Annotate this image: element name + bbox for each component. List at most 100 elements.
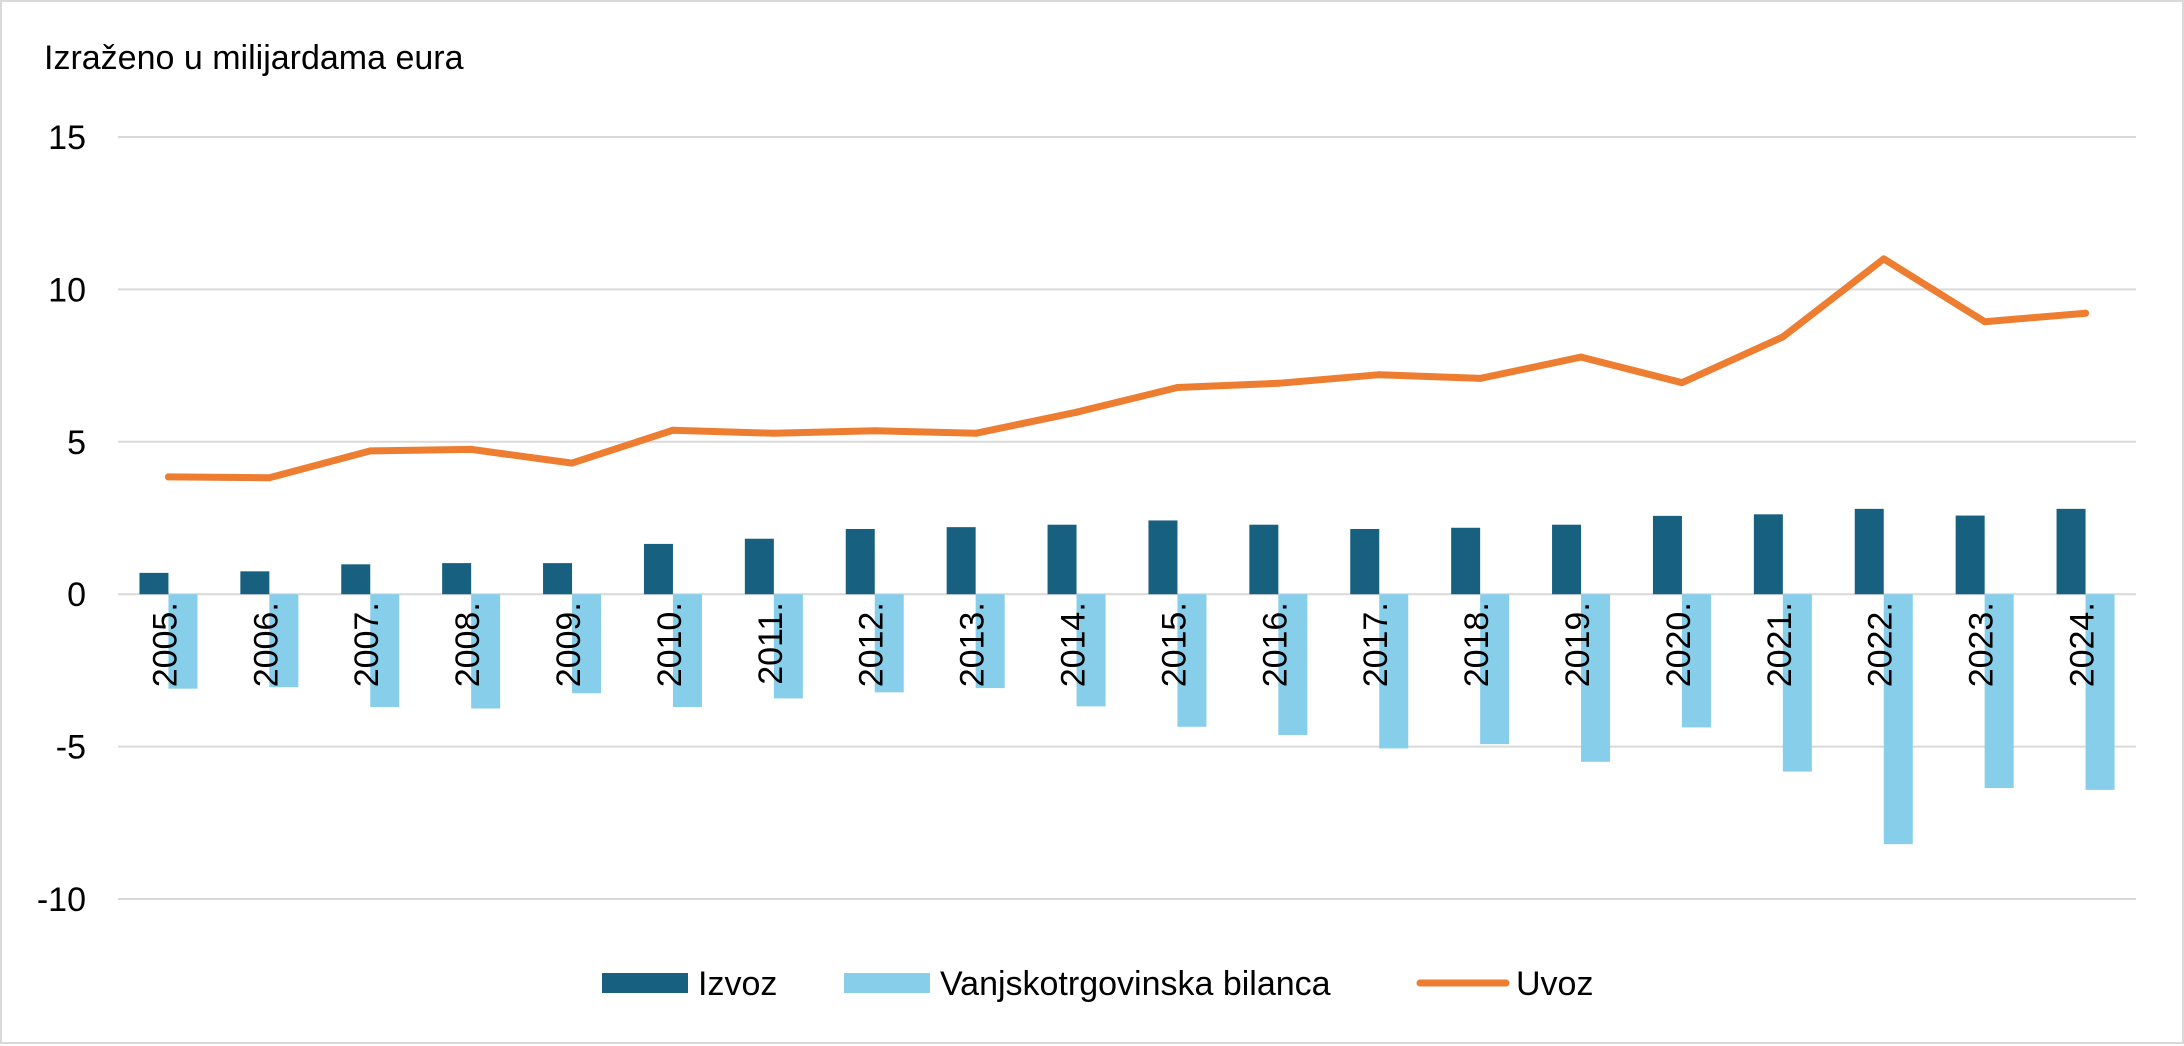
y-axis-tick-labels: 15 10 5 0 -5 -10: [37, 119, 86, 919]
bar-izvoz-1: [240, 571, 270, 595]
x-tick-label-12: 2017.: [1357, 602, 1395, 687]
x-tick-label-9: 2014.: [1055, 602, 1093, 687]
bar-bilanca-19: [2085, 594, 2115, 790]
bar-izvoz-16: [1753, 514, 1783, 595]
bar-izvoz-4: [543, 563, 573, 595]
bar-bilanca-9: [1076, 594, 1106, 707]
x-tick-label-7: 2012.: [853, 602, 891, 687]
bar-bilanca-14: [1581, 594, 1611, 762]
bar-izvoz-15: [1652, 515, 1682, 595]
line-point-uvoz-9: [1073, 408, 1081, 416]
bar-bilanca-11: [1278, 594, 1308, 736]
bar-izvoz-9: [1047, 524, 1077, 595]
line-point-uvoz-2: [366, 447, 374, 455]
legend-label-1: Vanjskotrgovinska bilanca: [940, 965, 1331, 1003]
line-point-uvoz-17: [1880, 255, 1888, 263]
bar-bilanca-4: [572, 594, 602, 694]
unit-label: Izraženo u milijardama eura: [44, 39, 464, 77]
x-tick-label-13: 2018.: [1458, 602, 1496, 687]
line-point-uvoz-6: [770, 429, 778, 437]
line-point-uvoz-1: [265, 474, 273, 482]
bar-bilanca-12: [1379, 594, 1409, 749]
legend-swatch-0: [602, 973, 688, 993]
bar-bilanca-1: [269, 594, 299, 688]
bar-bilanca-13: [1480, 594, 1510, 745]
line-point-uvoz-12: [1375, 371, 1383, 379]
x-tick-label-1: 2006.: [247, 602, 285, 687]
bar-izvoz-2: [341, 564, 371, 595]
legend-swatch-1: [844, 973, 930, 993]
bar-bilanca-7: [874, 594, 904, 693]
x-tick-label-18: 2023.: [1963, 602, 2001, 687]
x-tick-label-6: 2011.: [752, 602, 790, 685]
x-tick-label-11: 2016.: [1256, 602, 1294, 687]
line-point-uvoz-0: [164, 473, 172, 481]
y-tick-label-3: 0: [67, 576, 86, 614]
bar-bilanca-6: [773, 594, 803, 699]
legend-label-0: Izvoz: [698, 965, 777, 1003]
line-uvoz: [164, 255, 2090, 482]
bar-bilanca-17: [1883, 594, 1913, 845]
line-point-uvoz-13: [1476, 374, 1484, 382]
y-tick-label-2: 5: [67, 424, 86, 462]
bar-bilanca-0: [168, 594, 198, 689]
x-tick-label-5: 2010.: [651, 602, 689, 687]
line-point-uvoz-18: [1981, 318, 1989, 326]
x-tick-label-8: 2013.: [954, 602, 992, 687]
x-tick-label-4: 2009.: [550, 602, 588, 687]
line-point-uvoz-10: [1173, 384, 1181, 392]
bar-izvoz-0: [139, 572, 169, 595]
x-tick-label-19: 2024.: [2064, 602, 2102, 687]
y-tick-label-0: 15: [48, 119, 86, 157]
y-tick-label-1: 10: [48, 271, 86, 309]
line-series: [164, 255, 2090, 482]
gridlines: [118, 136, 2136, 900]
bar-izvoz-19: [2056, 508, 2086, 595]
bar-izvoz-3: [442, 563, 472, 595]
legend: Izvoz Vanjskotrgovinska bilanca Uvoz: [602, 965, 1593, 1003]
bar-izvoz-12: [1350, 528, 1380, 595]
line-point-uvoz-19: [2082, 309, 2090, 317]
legend-label-2: Uvoz: [1516, 965, 1593, 1003]
bar-bilanca-18: [1984, 594, 2014, 789]
line-point-uvoz-16: [1779, 333, 1787, 341]
bar-izvoz-13: [1451, 527, 1481, 595]
bar-bilanca-10: [1177, 594, 1207, 727]
line-point-uvoz-5: [669, 426, 677, 434]
x-tick-label-16: 2021.: [1761, 602, 1799, 687]
bar-izvoz-17: [1854, 508, 1884, 595]
bar-bilanca-15: [1681, 594, 1711, 728]
y-tick-label-5: -10: [37, 881, 86, 919]
x-tick-label-15: 2020.: [1660, 602, 1698, 687]
bar-izvoz-8: [946, 527, 976, 595]
bar-bilanca-2: [370, 594, 400, 707]
x-tick-label-14: 2019.: [1559, 602, 1597, 687]
line-point-uvoz-3: [467, 445, 475, 453]
bar-izvoz-7: [845, 528, 875, 595]
x-tick-label-17: 2022.: [1862, 602, 1900, 687]
x-tick-label-3: 2008.: [449, 602, 487, 687]
bar-izvoz-5: [643, 543, 673, 595]
x-tick-label-10: 2015.: [1155, 602, 1193, 687]
bar-bilanca-8: [975, 594, 1005, 689]
line-point-uvoz-11: [1274, 379, 1282, 387]
bar-izvoz-10: [1148, 520, 1178, 595]
bar-izvoz-6: [744, 538, 774, 595]
bar-izvoz-18: [1955, 515, 1985, 595]
line-point-uvoz-8: [972, 429, 980, 437]
line-point-uvoz-14: [1577, 353, 1585, 361]
bar-bilanca-16: [1782, 594, 1812, 772]
bar-bilanca-5: [672, 594, 702, 707]
line-point-uvoz-7: [871, 427, 879, 435]
x-axis-category-labels: 2005. 2006. 2007. 2008. 2009. 2010. 2011. 2012.…: [146, 602, 2101, 687]
line-point-uvoz-15: [1678, 379, 1686, 387]
bar-bilanca-3: [471, 594, 501, 709]
bar-izvoz-14: [1552, 524, 1582, 595]
x-tick-label-0: 2005.: [146, 602, 184, 687]
y-tick-label-4: -5: [56, 729, 86, 767]
x-tick-label-2: 2007.: [348, 602, 386, 687]
bars: [139, 508, 2115, 845]
line-point-uvoz-4: [568, 459, 576, 467]
